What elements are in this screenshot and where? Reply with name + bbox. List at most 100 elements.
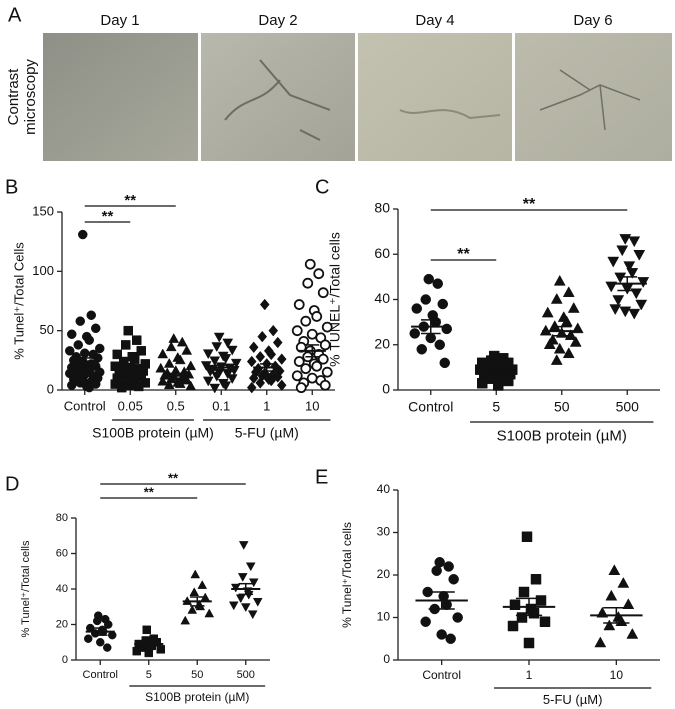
panel-letter: D — [5, 473, 19, 495]
x-tick-label: Control — [408, 399, 453, 415]
data-point — [291, 370, 303, 382]
data-point — [211, 371, 223, 382]
data-point — [609, 304, 622, 316]
x-tick-label: 500 — [237, 669, 255, 681]
data-point — [190, 569, 201, 579]
data-point — [132, 335, 142, 345]
x-tick-label: 1 — [263, 398, 270, 413]
data-point — [266, 374, 277, 387]
data-point — [163, 357, 175, 368]
data-point — [291, 325, 303, 337]
data-point — [66, 380, 77, 390]
data-point — [156, 645, 165, 654]
data-point — [180, 615, 191, 625]
data-point — [209, 356, 221, 367]
y-tick-label: 20 — [377, 567, 391, 581]
data-point — [635, 299, 648, 311]
data-point — [306, 372, 318, 384]
data-point — [209, 383, 221, 394]
data-point — [66, 329, 77, 339]
y-tick-label: 60 — [374, 245, 390, 261]
data-point — [174, 378, 186, 388]
y-tick-label: 40 — [377, 482, 391, 496]
y-tick-label: 0 — [382, 381, 390, 397]
data-point — [92, 616, 102, 626]
data-point — [123, 325, 133, 336]
data-point — [619, 306, 632, 318]
data-point — [235, 594, 246, 604]
data-point — [276, 353, 287, 365]
data-point — [248, 341, 259, 354]
data-point — [90, 323, 101, 334]
data-point — [523, 637, 535, 649]
data-point — [548, 320, 561, 331]
x-tick-label: 50 — [554, 399, 570, 415]
data-point — [255, 377, 266, 389]
day-label: Day 4 — [415, 12, 454, 29]
data-point — [539, 616, 551, 627]
data-point — [550, 354, 563, 365]
data-point — [553, 342, 566, 354]
data-point — [226, 374, 238, 385]
data-point — [90, 629, 100, 638]
data-point — [441, 323, 453, 335]
data-point — [79, 348, 90, 358]
data-point — [622, 598, 635, 609]
data-point — [626, 268, 639, 279]
data-point — [77, 229, 88, 240]
data-point — [541, 306, 554, 318]
y-tick-label: 0 — [47, 381, 54, 396]
data-point — [564, 329, 577, 340]
data-point — [614, 272, 627, 284]
data-point — [550, 292, 563, 304]
data-point — [530, 574, 542, 585]
group-label: 5-FU (µM) — [543, 692, 602, 707]
group-label: S100B protein (µM) — [92, 424, 214, 440]
data-point — [434, 339, 446, 350]
data-point — [313, 268, 325, 280]
data-point — [252, 597, 263, 607]
data-point — [304, 258, 316, 270]
data-point — [420, 294, 432, 305]
data-point — [616, 245, 629, 257]
data-point — [157, 375, 169, 386]
data-point — [125, 380, 135, 391]
data-point — [130, 354, 140, 364]
data-point — [553, 274, 566, 286]
x-tick-label: Control — [83, 669, 118, 681]
image-day-4 — [358, 33, 512, 161]
data-point — [432, 278, 444, 289]
data-point — [202, 376, 214, 387]
data-point — [243, 590, 254, 600]
y-tick-label: 10 — [377, 610, 391, 624]
y-axis-label: % TUNEL⁺/Total cells — [327, 232, 343, 367]
data-point — [633, 250, 646, 261]
data-point — [144, 648, 153, 658]
data-point — [83, 634, 93, 643]
data-point — [420, 616, 431, 627]
data-point — [73, 340, 84, 350]
data-point — [302, 277, 314, 289]
image-day-2 — [201, 33, 355, 161]
data-point — [477, 377, 488, 389]
data-point — [176, 336, 188, 347]
cell-shapes — [224, 59, 331, 141]
data-point — [319, 379, 331, 391]
data-point — [293, 299, 305, 310]
data-point — [266, 348, 277, 361]
data-point — [132, 646, 141, 656]
data-point — [409, 328, 421, 339]
data-point — [562, 286, 575, 297]
data-point — [603, 619, 616, 631]
data-point — [75, 316, 86, 326]
y-tick-label: 80 — [374, 200, 390, 216]
image-day-1 — [43, 33, 198, 161]
data-point — [521, 531, 533, 542]
data-point — [248, 578, 259, 588]
data-point — [430, 316, 442, 328]
data-point — [181, 344, 193, 355]
data-point — [503, 375, 514, 387]
data-point — [155, 362, 167, 373]
data-point — [567, 302, 580, 313]
